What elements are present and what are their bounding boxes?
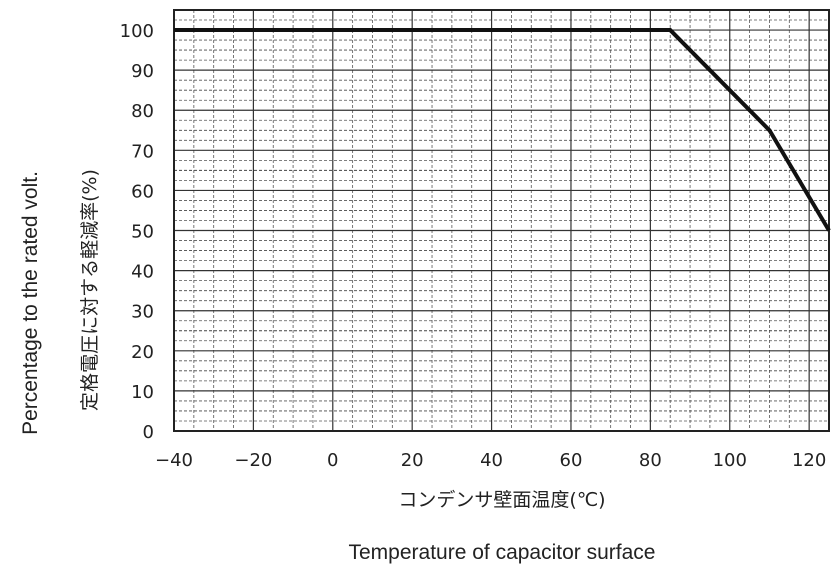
- x-axis-label-jp: コンデンサ壁面温度(℃): [398, 489, 605, 511]
- x-tick-label: 40: [480, 450, 503, 471]
- y-tick-label: 70: [131, 141, 154, 162]
- x-tick-label: 100: [713, 450, 747, 471]
- x-tick-label: −40: [155, 450, 193, 471]
- y-tick-label: 90: [131, 61, 154, 82]
- y-tick-label: 60: [131, 181, 154, 202]
- x-tick-label: 80: [639, 450, 662, 471]
- y-tick-label: 0: [143, 422, 154, 443]
- x-tick-label: 0: [327, 450, 338, 471]
- y-tick-label: 10: [131, 382, 154, 403]
- x-tick-label: −20: [234, 450, 272, 471]
- series-line: [174, 28, 831, 232]
- x-tick-label: 120: [792, 450, 826, 471]
- y-tick-label: 100: [120, 21, 154, 42]
- y-tick-label: 20: [131, 342, 154, 363]
- y-tick-label: 80: [131, 101, 154, 122]
- x-axis-label-en: Temperature of capacitor surface: [349, 541, 656, 564]
- series-layer: [174, 28, 831, 232]
- y-tick-label: 50: [131, 222, 154, 243]
- plot-frame: [173, 9, 830, 432]
- x-axis-ticks: −40 −20 0 20 40 60 80 100 120: [155, 450, 826, 471]
- y-axis-ticks: 0 10 20 30 40 50 60 70 80 90 100: [120, 21, 154, 443]
- x-tick-label: 20: [401, 450, 424, 471]
- y-axis-label-en: Percentage to the rated volt.: [19, 171, 42, 435]
- y-tick-label: 30: [131, 302, 154, 323]
- y-axis-label-jp: 定格電圧に対する軽減率(%): [79, 169, 101, 411]
- y-tick-label: 40: [131, 262, 154, 283]
- minor-grid: [174, 10, 830, 431]
- x-tick-label: 60: [560, 450, 583, 471]
